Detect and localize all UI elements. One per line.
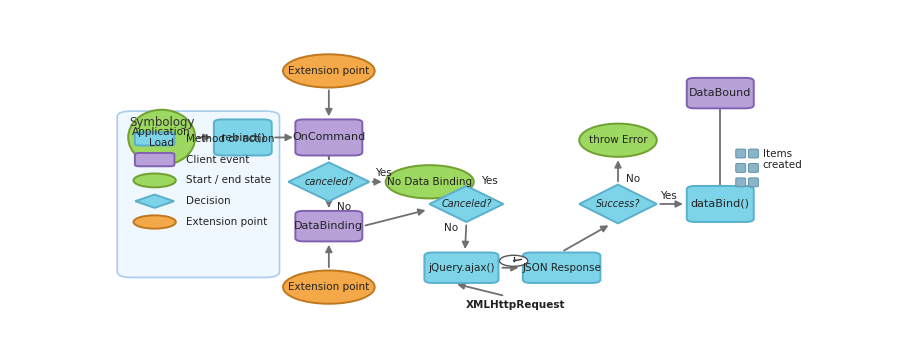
Text: Client event: Client event [187,155,249,165]
Text: Yes: Yes [376,168,392,178]
Text: Success?: Success? [596,199,641,209]
Polygon shape [136,194,174,208]
FancyBboxPatch shape [135,153,175,166]
Text: DataBound: DataBound [689,88,752,98]
FancyBboxPatch shape [296,211,362,242]
Text: XMLHttpRequest: XMLHttpRequest [466,300,565,310]
Text: DataBinding: DataBinding [294,221,363,231]
Ellipse shape [134,174,176,187]
Text: Extension point: Extension point [187,217,268,227]
FancyBboxPatch shape [748,149,758,158]
Ellipse shape [283,270,375,304]
FancyBboxPatch shape [296,120,362,156]
FancyBboxPatch shape [687,78,753,108]
Text: No: No [444,222,458,233]
Ellipse shape [283,54,375,87]
Text: Yes: Yes [661,191,677,201]
FancyBboxPatch shape [214,120,272,156]
Text: JSON Response: JSON Response [522,263,601,273]
Text: Method or action: Method or action [187,134,275,144]
Text: jQuery.ajax(): jQuery.ajax() [429,263,495,273]
Text: No Data Binding: No Data Binding [387,177,472,187]
Text: No: No [626,174,641,184]
Ellipse shape [386,165,474,198]
Text: Extension point: Extension point [288,282,369,292]
Polygon shape [430,186,503,222]
FancyBboxPatch shape [748,163,758,172]
Text: rebind(): rebind() [220,132,265,143]
FancyBboxPatch shape [135,132,175,145]
FancyBboxPatch shape [117,111,279,278]
Text: Yes: Yes [480,176,498,186]
Ellipse shape [128,110,196,165]
Circle shape [500,255,528,266]
Text: Extension point: Extension point [288,66,369,76]
Text: Application
Load: Application Load [132,127,191,148]
Text: Canceled?: Canceled? [441,199,491,209]
Text: OnCommand: OnCommand [292,132,366,143]
Text: Symbology: Symbology [129,116,195,129]
FancyBboxPatch shape [687,186,753,222]
Text: canceled?: canceled? [304,177,353,187]
FancyBboxPatch shape [736,178,745,187]
FancyBboxPatch shape [522,252,601,283]
Text: dataBind(): dataBind() [691,199,750,209]
FancyBboxPatch shape [736,163,745,172]
Text: No: No [338,202,351,212]
Text: Decision: Decision [187,196,231,206]
Polygon shape [288,162,369,201]
Text: Start / end state: Start / end state [187,175,271,185]
Ellipse shape [579,123,657,157]
Polygon shape [579,185,657,223]
Ellipse shape [134,215,176,229]
FancyBboxPatch shape [424,252,499,283]
FancyBboxPatch shape [748,178,758,187]
Text: Items
created: Items created [763,149,803,170]
Text: throw Error: throw Error [589,135,647,145]
FancyBboxPatch shape [736,149,745,158]
